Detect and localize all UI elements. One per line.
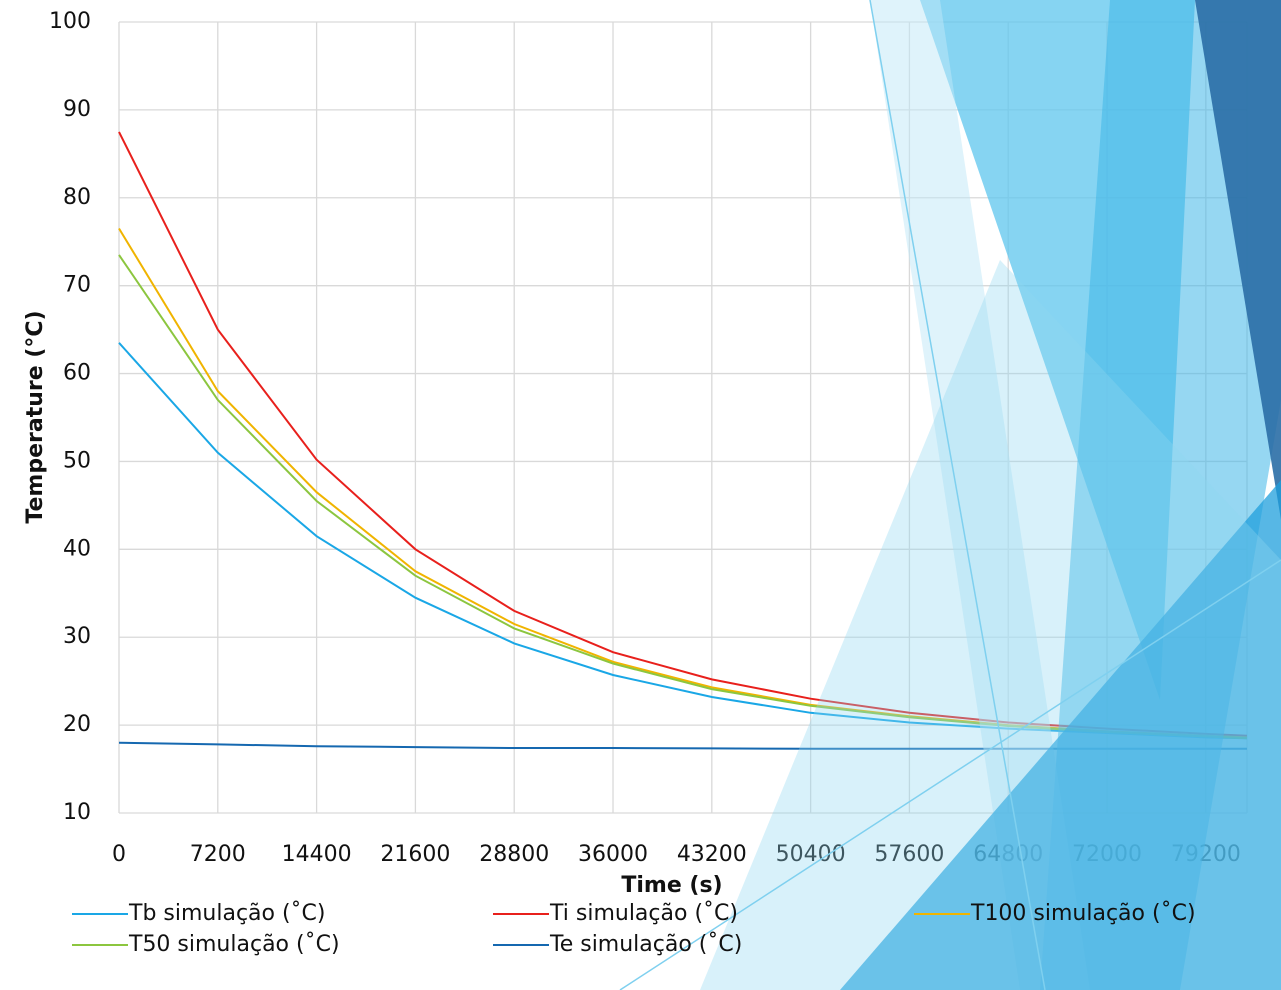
background-decoration xyxy=(619,0,1281,990)
x-tick-label: 36000 xyxy=(578,842,648,867)
legend-label: T50 simulação (˚C) xyxy=(128,932,340,957)
decor-line xyxy=(869,0,1046,990)
x-tick-label: 21600 xyxy=(380,842,450,867)
y-tick-label: 80 xyxy=(63,185,91,210)
x-tick-label: 0 xyxy=(112,842,126,867)
decor-shape xyxy=(1195,0,1281,520)
legend-label: Tb simulação (˚C) xyxy=(128,901,326,926)
y-tick-label: 10 xyxy=(63,800,91,825)
y-tick-label: 60 xyxy=(63,361,91,386)
y-tick-label: 20 xyxy=(63,712,91,737)
x-axis-title: Time (s) xyxy=(621,873,722,898)
y-tick-label: 30 xyxy=(63,624,91,649)
x-tick-label: 14400 xyxy=(282,842,352,867)
legend-label: Ti simulação (˚C) xyxy=(549,901,738,926)
y-axis-title: Temperature (°C) xyxy=(23,310,48,523)
legend-label: T100 simulação (˚C) xyxy=(970,901,1196,926)
x-tick-label: 50400 xyxy=(776,842,846,867)
decor-shape xyxy=(700,260,1281,990)
y-tick-label: 100 xyxy=(49,9,91,34)
decor-line xyxy=(619,559,1281,990)
legend-label: Te simulação (˚C) xyxy=(549,932,742,957)
x-tick-label: 57600 xyxy=(874,842,944,867)
y-tick-label: 70 xyxy=(63,273,91,298)
decor-shape xyxy=(870,0,1090,990)
y-tick-label: 40 xyxy=(63,536,91,561)
x-tick-label: 43200 xyxy=(677,842,747,867)
decor-shape xyxy=(840,480,1281,990)
x-tick-label: 7200 xyxy=(190,842,246,867)
y-tick-label: 50 xyxy=(63,448,91,473)
y-tick-label: 90 xyxy=(63,97,91,122)
x-tick-label: 28800 xyxy=(479,842,549,867)
